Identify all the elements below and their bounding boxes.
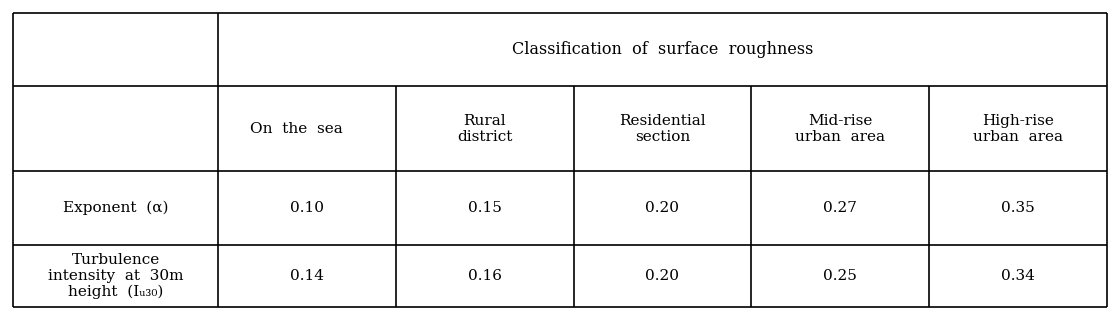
- Text: 0.35: 0.35: [1001, 201, 1035, 215]
- Text: Rural
district: Rural district: [457, 114, 513, 144]
- Text: Mid-rise
urban  area: Mid-rise urban area: [795, 114, 885, 144]
- Text: 0.10: 0.10: [290, 201, 324, 215]
- Text: 0.34: 0.34: [1001, 269, 1035, 283]
- Text: Classification  of  surface  roughness: Classification of surface roughness: [512, 41, 813, 58]
- Text: 0.14: 0.14: [290, 269, 324, 283]
- Text: 0.16: 0.16: [468, 269, 502, 283]
- Text: On  the  sea: On the sea: [250, 122, 343, 136]
- Text: 0.20: 0.20: [645, 201, 680, 215]
- Text: 0.20: 0.20: [645, 269, 680, 283]
- Text: 0.15: 0.15: [468, 201, 502, 215]
- Text: 0.27: 0.27: [823, 201, 857, 215]
- Text: Residential
section: Residential section: [619, 114, 706, 144]
- Text: Exponent  (α): Exponent (α): [63, 201, 169, 215]
- Text: 0.25: 0.25: [823, 269, 857, 283]
- Text: Turbulence
intensity  at  30m
height  (Iᵤ₃₀): Turbulence intensity at 30m height (Iᵤ₃₀…: [48, 252, 184, 300]
- Text: High-rise
urban  area: High-rise urban area: [973, 114, 1063, 144]
